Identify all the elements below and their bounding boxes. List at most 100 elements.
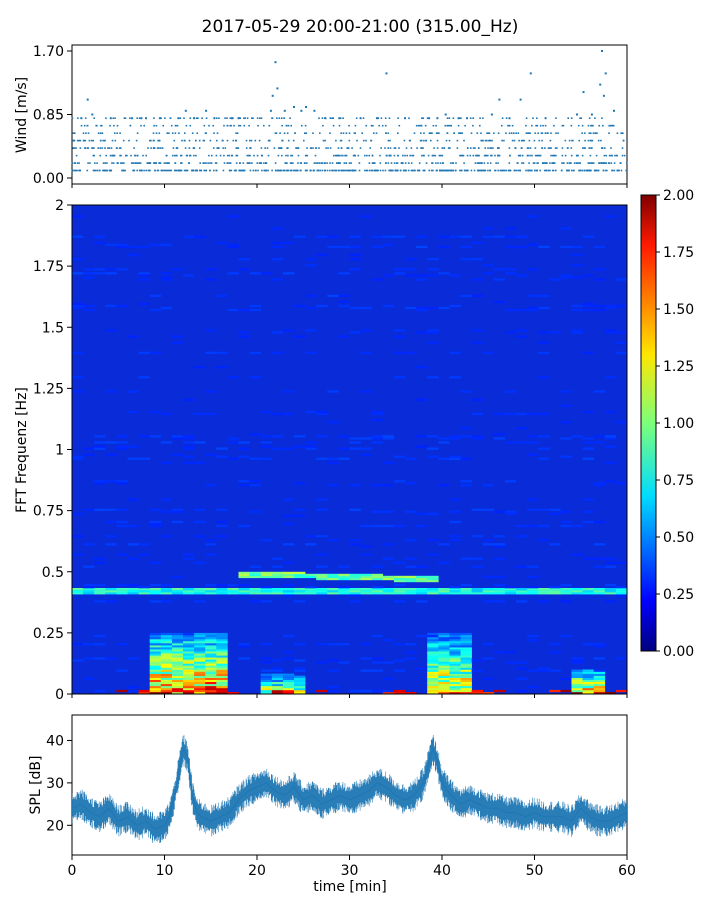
wind-point [520,139,523,142]
spectrogram-cell [127,657,139,660]
wind-point [421,154,423,157]
wind-point [554,147,557,149]
wind-point [96,162,98,164]
wind-point [487,154,489,157]
spectrogram-cell [538,376,550,379]
spectrogram-cell [160,685,173,689]
wind-point [374,169,376,172]
wind-point [278,117,281,119]
wind-point [287,139,290,142]
wind-point [117,162,119,164]
spectrogram-cell [205,484,217,487]
spectrogram-cell [171,675,184,678]
spectrogram-cell [460,639,472,642]
spectrogram-cell [216,524,228,528]
spectrogram-cell [438,272,450,275]
wind-point [364,154,366,157]
spectrogram-cell [72,258,84,261]
wind-point [370,169,373,172]
wind-point [239,117,241,119]
spectrogram-cell [294,304,306,308]
spectrogram-cell [183,445,195,448]
spectrogram-cell [338,457,350,460]
wind-point [584,139,586,142]
spectrogram-cell [615,590,627,593]
spectrogram-cell [282,412,295,416]
wind-point [249,139,251,142]
wind-point [246,154,249,157]
wind-point [75,154,78,157]
spectrogram-cell [571,683,583,687]
wind-point [175,154,178,157]
wind-point [158,147,160,149]
wind-point [122,139,125,142]
spectrogram-cell [516,335,528,338]
spectrogram-cell [438,663,450,666]
wind-point [567,169,569,172]
wind-point [226,117,228,119]
spectrogram-cell [427,681,439,685]
spectrogram-cell [604,304,617,308]
spectrogram-cell [582,302,594,306]
wind-point [455,162,457,164]
wind-point [198,139,201,142]
spectrogram-cell [282,681,295,685]
wind-point [213,132,215,134]
spectrogram-cell [282,679,295,682]
wind-point [107,147,109,149]
wind-point [224,117,226,119]
wind-point [273,147,276,149]
wind-point [179,169,181,172]
spectrogram-cell [382,510,395,513]
spectrogram-cell [382,575,395,579]
spectrogram-cell [460,588,472,591]
wind-point [474,162,477,164]
spectrogram-cell [382,274,395,277]
wind-point [568,139,571,142]
wind-point [129,117,131,119]
spectrogram-cell [305,441,317,444]
wind-point [588,147,590,149]
spectrogram-cell [183,437,195,440]
spectrogram-cell [249,588,261,591]
spectrogram-cell [194,235,206,238]
spectrogram-cell [183,673,195,676]
spectrogram-cell [238,331,250,334]
spectrogram-cell [205,351,217,354]
spectrogram-cell [538,667,550,670]
wind-point [93,147,95,149]
spectrogram-cell [493,651,506,654]
wind-point [178,132,180,134]
spectrogram-cell [360,306,372,310]
spectrogram-cell [249,308,261,312]
spectrogram-cell [527,308,539,312]
spectrogram-cell [338,565,350,568]
spectrogram-cell [316,498,328,501]
spectrogram-cell [271,687,284,691]
wind-point [283,117,286,119]
spectrogram-cell [427,667,439,670]
wind-point [209,169,211,172]
wind-point [256,154,259,157]
wind-point [590,132,592,134]
wind-point [451,162,454,164]
spectrogram-cell [571,253,583,257]
wind-point [517,154,520,157]
wind-point [590,124,592,127]
wind-point [109,154,112,157]
wind-point [483,154,486,157]
spectrogram-cell [205,329,217,332]
wind-point [389,147,392,149]
wind-point [534,154,537,157]
spectrogram-cell [205,634,217,638]
wind-point [191,132,194,134]
spectrogram-cell [582,677,594,680]
wind-point [267,154,270,157]
wind-point [441,162,444,164]
spectrogram-cell [94,590,106,593]
wind-point [250,139,253,142]
spectrogram-cell [427,665,439,668]
wind-point [430,132,432,134]
spectrogram-cell [183,235,195,238]
wind-point [614,154,616,157]
